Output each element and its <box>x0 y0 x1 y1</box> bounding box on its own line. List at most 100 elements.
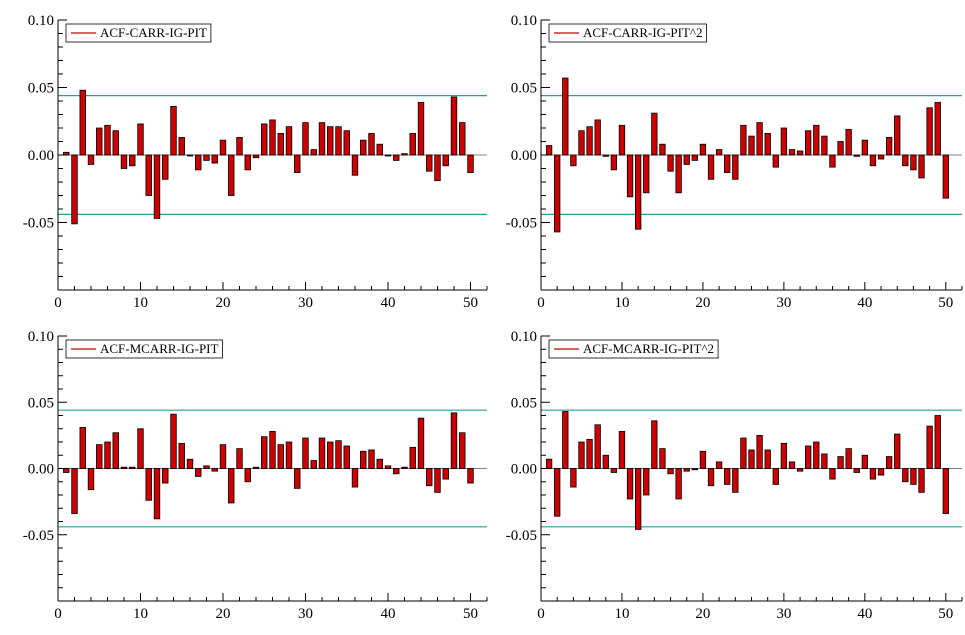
acf-bar-lag-8 <box>120 466 128 469</box>
y-tick-label: -0.05 <box>23 216 54 232</box>
acf-bar-lag-38 <box>845 448 852 469</box>
acf-bar-lag-28 <box>285 441 293 469</box>
acf-bar-lag-42 <box>877 468 885 476</box>
legend: ACF-CARR-IG-PIT <box>65 23 212 43</box>
acf-bar-lag-20 <box>219 444 227 469</box>
acf-bar-lag-7 <box>594 424 601 469</box>
acf-bar-lag-31 <box>788 149 796 156</box>
acf-bar-lag-25 <box>261 436 268 469</box>
acf-bar-lag-16 <box>186 154 194 157</box>
legend-box <box>548 23 707 43</box>
acf-bar-lag-13 <box>643 468 650 496</box>
x-tick-label: 50 <box>463 295 478 311</box>
acf-bar-lag-10 <box>137 428 144 469</box>
acf-bar-lag-46 <box>910 154 917 171</box>
x-tick-label: 50 <box>463 606 478 622</box>
acf-bar-lag-14 <box>170 413 177 469</box>
x-tick-label: 10 <box>133 295 148 311</box>
acf-bar-lag-35 <box>343 445 350 469</box>
acf-bar-lag-47 <box>442 468 449 480</box>
acf-bar-lag-32 <box>318 437 326 469</box>
x-tick-label: 20 <box>216 295 231 311</box>
acf-bar-lag-12 <box>635 468 642 530</box>
x-tick-label: 20 <box>695 606 710 622</box>
acf-bar-lag-15 <box>178 442 185 469</box>
acf-bar-lag-14 <box>651 112 658 156</box>
x-tick-label: 30 <box>298 606 313 622</box>
acf-bar-lag-29 <box>294 154 301 173</box>
acf-bar-lag-50 <box>942 154 949 199</box>
acf-bar-lag-5 <box>578 441 585 469</box>
acf-bar-lag-5 <box>578 130 585 156</box>
acf-bar-lag-37 <box>837 456 844 469</box>
legend: ACF-CARR-IG-PIT^2 <box>548 23 707 43</box>
acf-bar-lag-11 <box>145 154 152 196</box>
acf-bar-lag-12 <box>635 154 642 230</box>
acf-bar-lag-12 <box>153 154 161 219</box>
acf-bar-lag-8 <box>602 454 609 469</box>
acf-bar-lag-29 <box>772 468 779 485</box>
acf-bar-lag-3 <box>79 89 86 156</box>
acf-bar-lag-6 <box>586 126 593 156</box>
x-tick-label: 10 <box>614 295 629 311</box>
acf-bar-lag-41 <box>393 154 400 161</box>
x-tick-label: 30 <box>776 295 791 311</box>
acf-bar-lag-25 <box>261 123 268 156</box>
y-tick-label: 0.00 <box>28 462 54 478</box>
acf-bar-lag-13 <box>162 154 169 180</box>
acf-bar-lag-22 <box>715 461 723 469</box>
acf-bar-lag-30 <box>302 437 309 469</box>
acf-bar-lag-34 <box>335 126 342 156</box>
acf-bar-lag-30 <box>780 442 788 469</box>
y-tick-label: -0.05 <box>506 528 537 544</box>
acf-bar-lag-29 <box>294 468 301 489</box>
x-tick-label: 20 <box>695 295 710 311</box>
legend: ACF-MCARR-IG-PIT <box>65 339 223 359</box>
acf-bar-lag-25 <box>740 124 747 156</box>
acf-bar-lag-41 <box>869 468 877 480</box>
acf-bar-lag-49 <box>459 432 466 469</box>
acf-bar-lag-21 <box>228 154 235 196</box>
acf-bar-lag-16 <box>186 458 194 469</box>
y-tick-label: -0.05 <box>506 216 537 232</box>
acf-bar-lag-18 <box>683 468 690 472</box>
acf-bar-lag-31 <box>788 461 796 469</box>
x-tick-label: 40 <box>381 295 396 311</box>
acf-bar-lag-49 <box>934 415 941 469</box>
acf-bar-lag-49 <box>934 101 941 156</box>
x-tick-label: 30 <box>776 606 791 622</box>
acf-bar-lag-8 <box>120 154 128 169</box>
acf-bar-lag-23 <box>244 154 251 171</box>
acf-bar-lag-18 <box>203 154 210 161</box>
x-tick-label: 40 <box>381 606 396 622</box>
acf-bar-lag-50 <box>467 154 474 173</box>
acf-bar-lag-19 <box>691 468 698 471</box>
acf-bar-lag-39 <box>376 458 383 469</box>
acf-bar-lag-13 <box>643 154 650 194</box>
acf-bar-lag-32 <box>796 468 804 472</box>
acf-bar-lag-7 <box>112 432 119 469</box>
acf-bar-lag-21 <box>228 468 235 504</box>
acf-bar-lag-28 <box>764 449 771 469</box>
acf-bar-lag-18 <box>683 154 690 165</box>
acf-bar-lag-31 <box>310 149 317 156</box>
acf-bar-lag-48 <box>450 96 458 156</box>
acf-bar-lag-33 <box>327 441 334 469</box>
acf-bar-lag-33 <box>805 130 812 156</box>
chart-panel-acf-carr-ig-pit: 0.10 0.05 0.00 -0.05 0 10 20 30 40 50 ACF-CARR-IG-… <box>23 13 488 311</box>
acf-bar-lag-20 <box>219 139 227 156</box>
acf-bar-lag-11 <box>626 154 634 198</box>
acf-bar-lag-16 <box>667 154 674 172</box>
y-tick-label: -0.05 <box>23 528 54 544</box>
x-tick-label: 50 <box>938 606 953 622</box>
acf-bar-lag-34 <box>813 124 820 156</box>
acf-bar-lag-40 <box>384 154 392 157</box>
y-tick-label: 0.10 <box>28 329 54 345</box>
x-tick-label: 50 <box>938 295 953 311</box>
acf-bar-lag-33 <box>805 445 812 469</box>
acf-bar-lag-8 <box>602 154 609 157</box>
acf-bar-lag-4 <box>570 154 577 167</box>
legend-box <box>548 339 719 359</box>
x-tick-label: 10 <box>133 606 148 622</box>
